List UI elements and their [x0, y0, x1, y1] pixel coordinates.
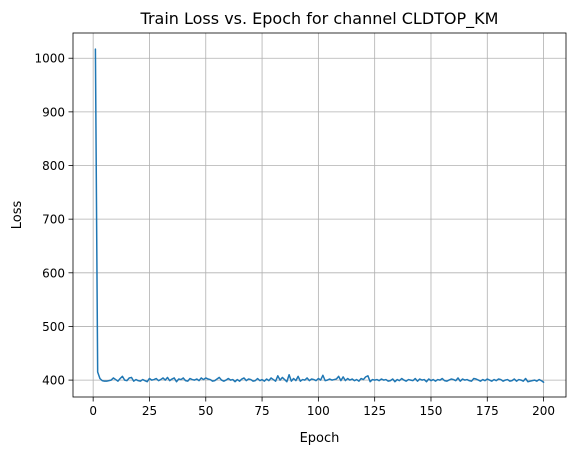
y-tick-label: 900 [42, 105, 65, 119]
x-tick-label: 50 [198, 404, 213, 418]
y-tick-label: 500 [42, 320, 65, 334]
x-tick-label: 25 [142, 404, 157, 418]
series-layer [94, 48, 545, 383]
y-tick-label: 600 [42, 266, 65, 280]
y-tick-label: 400 [42, 374, 65, 388]
x-tick-label: 125 [363, 404, 386, 418]
chart-title: Train Loss vs. Epoch for channel CLDTOP_… [140, 9, 499, 29]
y-axis-ticks: 400 500 600 700 800 900 1000 [34, 52, 73, 388]
x-tick-label: 150 [420, 404, 443, 418]
x-tick-label: 100 [307, 404, 330, 418]
x-tick-label: 175 [476, 404, 499, 418]
grid-lines [73, 33, 566, 397]
y-tick-label: 800 [42, 159, 65, 173]
plot-frame [72, 32, 567, 398]
x-axis-ticks: 0 25 50 75 100 125 150 175 200 [89, 397, 555, 418]
x-axis-label: Epoch [300, 431, 340, 446]
y-axis-label: Loss [10, 201, 25, 230]
x-tick-label: 200 [532, 404, 555, 418]
x-tick-label: 0 [89, 404, 97, 418]
y-tick-label: 1000 [34, 52, 65, 66]
loss-series-line [94, 48, 545, 383]
y-tick-label: 700 [42, 213, 65, 227]
x-tick-label: 75 [254, 404, 269, 418]
